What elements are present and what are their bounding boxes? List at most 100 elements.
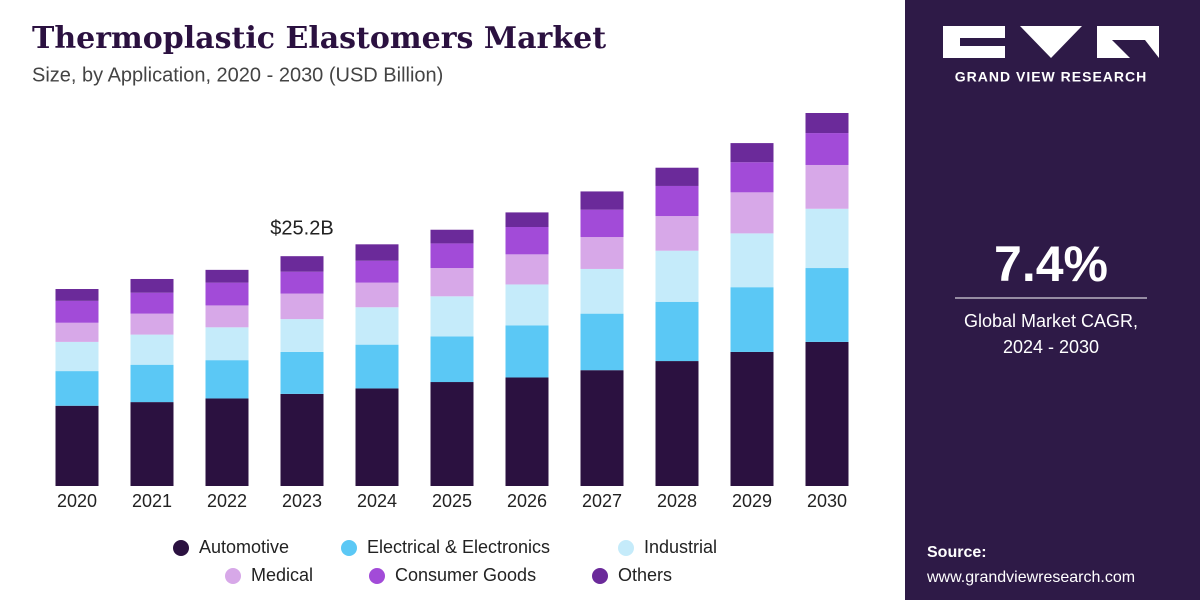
bar-segment bbox=[730, 233, 774, 288]
legend-label: Others bbox=[618, 565, 672, 585]
bar-segment bbox=[505, 325, 549, 378]
bar-segment bbox=[355, 307, 399, 345]
bar-segment bbox=[130, 278, 174, 293]
chart-title: Thermoplastic Elastomers Market bbox=[32, 21, 606, 56]
bar-segment bbox=[805, 113, 849, 134]
bar-segment bbox=[130, 364, 174, 403]
legend-label: Industrial bbox=[644, 537, 717, 557]
legend-label: Automotive bbox=[199, 537, 289, 557]
x-tick-label: 2021 bbox=[132, 491, 172, 511]
bar-segment bbox=[805, 341, 849, 486]
bar-segment bbox=[130, 402, 174, 486]
bar-segment bbox=[355, 344, 399, 389]
bar-segment bbox=[505, 212, 549, 227]
bar-segment bbox=[430, 336, 474, 383]
bar-segment bbox=[205, 305, 249, 328]
bar-segment bbox=[130, 334, 174, 365]
cagr-label: Global Market CAGR, bbox=[964, 311, 1138, 331]
bar-segment bbox=[55, 371, 99, 406]
bar-segment bbox=[655, 216, 699, 251]
bar-segment bbox=[730, 351, 774, 486]
x-tick-label: 2027 bbox=[582, 491, 622, 511]
x-tick-label: 2022 bbox=[207, 491, 247, 511]
bar-segment bbox=[655, 361, 699, 486]
bar-segment bbox=[55, 289, 99, 301]
bar-segment bbox=[730, 143, 774, 163]
logo bbox=[943, 26, 1159, 58]
bar-segment bbox=[205, 398, 249, 486]
cagr-label: 2024 - 2030 bbox=[1003, 337, 1099, 357]
legend-label: Medical bbox=[251, 565, 313, 585]
logo-cut bbox=[960, 38, 1005, 46]
bar-segment bbox=[280, 319, 324, 352]
bar-segment bbox=[430, 296, 474, 337]
bar-segment bbox=[805, 164, 849, 209]
sidebar bbox=[905, 0, 1200, 600]
x-tick-label: 2029 bbox=[732, 491, 772, 511]
annotation: $25.2B bbox=[270, 217, 333, 239]
x-tick-label: 2025 bbox=[432, 491, 472, 511]
bar-segment bbox=[580, 370, 624, 486]
bar-segment bbox=[580, 191, 624, 210]
x-tick-label: 2026 bbox=[507, 491, 547, 511]
bar-segment bbox=[580, 313, 624, 371]
legend-marker bbox=[173, 540, 189, 556]
bar-segment bbox=[655, 185, 699, 217]
bar-segment bbox=[55, 341, 99, 372]
bar-segment bbox=[655, 301, 699, 362]
bar-segment bbox=[730, 162, 774, 193]
bar-segment bbox=[430, 243, 474, 269]
bar-segment bbox=[430, 268, 474, 297]
x-tick-label: 2023 bbox=[282, 491, 322, 511]
bar-segment bbox=[805, 208, 849, 269]
bar-segment bbox=[805, 268, 849, 342]
bar-segment bbox=[205, 327, 249, 361]
bar-segment bbox=[430, 382, 474, 486]
bar-segment bbox=[655, 250, 699, 302]
bar-segment bbox=[205, 360, 249, 399]
bar-segment bbox=[280, 393, 324, 486]
cagr-value: 7.4% bbox=[994, 236, 1108, 292]
bar-segment bbox=[205, 282, 249, 306]
legend-marker bbox=[225, 568, 241, 584]
bar-segment bbox=[355, 244, 399, 261]
bar-segment bbox=[355, 388, 399, 486]
x-tick-label: 2028 bbox=[657, 491, 697, 511]
plot: 2020 2021 2022 2023 2024 2025 2026 2027 2028 2029… bbox=[55, 113, 849, 585]
legend-marker bbox=[618, 540, 634, 556]
x-tick-label: 2024 bbox=[357, 491, 397, 511]
bar-segment bbox=[280, 351, 324, 394]
bar-segment bbox=[730, 192, 774, 234]
bar-segment bbox=[505, 284, 549, 326]
bar-segment bbox=[505, 254, 549, 285]
source-title: Source: bbox=[927, 544, 987, 561]
bar-segment bbox=[55, 300, 99, 323]
x-tick-label: 2030 bbox=[807, 491, 847, 511]
bar-segment bbox=[805, 133, 849, 165]
legend-label: Consumer Goods bbox=[395, 565, 536, 585]
legend-label: Electrical & Electronics bbox=[367, 537, 550, 557]
bar-segment bbox=[355, 282, 399, 308]
bar-segment bbox=[505, 377, 549, 486]
bar-segment bbox=[55, 322, 99, 342]
bar-segment bbox=[280, 293, 324, 320]
bar-segment bbox=[280, 271, 324, 294]
legend-marker bbox=[341, 540, 357, 556]
logo-cut bbox=[1112, 40, 1159, 58]
x-tick-label: 2020 bbox=[57, 491, 97, 511]
bar-segment bbox=[130, 292, 174, 314]
logo-triangle bbox=[1020, 26, 1082, 58]
bar-segment bbox=[655, 167, 699, 186]
legend-marker bbox=[369, 568, 385, 584]
source-url: www.grandviewresearch.com bbox=[926, 569, 1135, 586]
bar-segment bbox=[280, 256, 324, 272]
bar-segment bbox=[505, 226, 549, 255]
bar-segment bbox=[430, 229, 474, 244]
brand: GRAND VIEW RESEARCH bbox=[955, 69, 1147, 85]
bar-segment bbox=[580, 209, 624, 238]
bar-segment bbox=[580, 237, 624, 269]
legend-marker bbox=[592, 568, 608, 584]
bar-segment bbox=[355, 260, 399, 283]
bar-segment bbox=[130, 313, 174, 335]
